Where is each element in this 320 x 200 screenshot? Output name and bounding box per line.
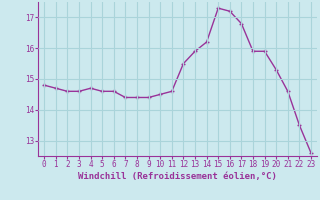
X-axis label: Windchill (Refroidissement éolien,°C): Windchill (Refroidissement éolien,°C): [78, 172, 277, 181]
